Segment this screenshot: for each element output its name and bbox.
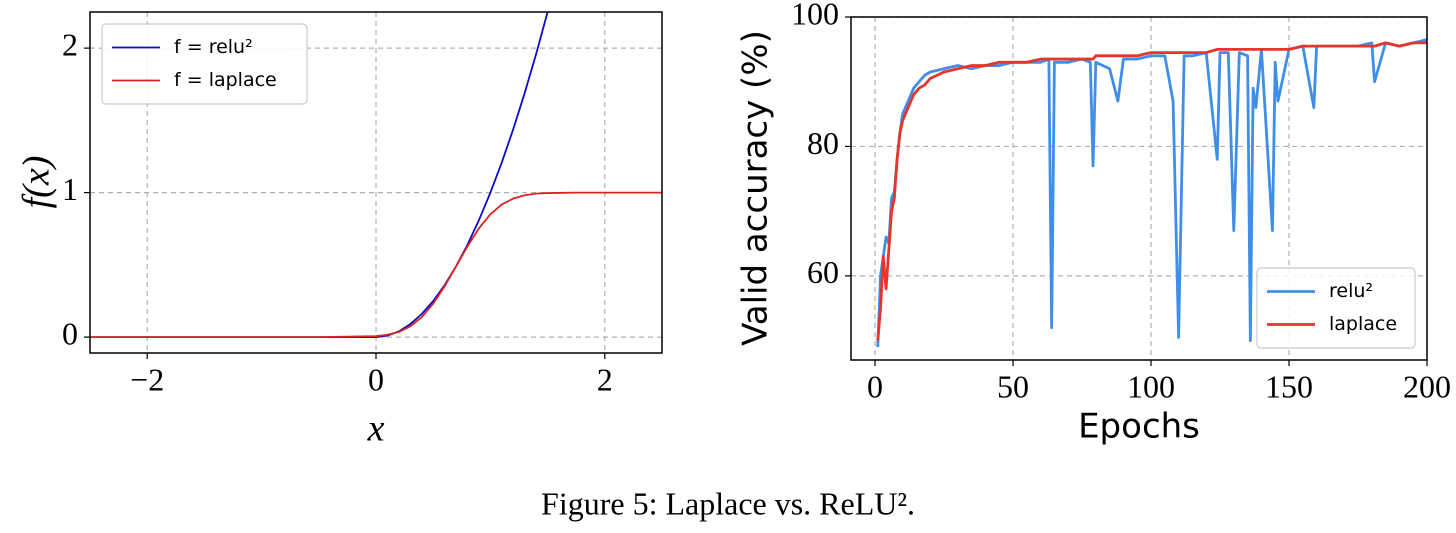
y-tick-label: 1 [62,171,78,207]
y-tick-label: 100 [791,0,839,31]
legend-box [101,23,308,105]
legend-box [1256,267,1416,349]
x-axis-label: x [367,408,385,450]
x-axis-label: Epochs [1078,407,1200,447]
legend-label: relu² [1329,280,1373,302]
x-tick-label: 200 [1403,368,1451,404]
y-axis-label: Valid accuracy (%) [736,30,776,346]
series-line [876,41,1427,341]
y-axis-label: f(x) [16,156,58,209]
legend-label: laplace [1329,313,1397,335]
axes-frame [89,11,663,354]
x-tick-label: 0 [867,368,883,404]
x-tick-label: 50 [997,368,1029,404]
legend-label: f = relu² [174,36,253,58]
y-tick-label: 80 [807,125,839,161]
axes-frame [850,16,1428,361]
x-tick-label: 100 [1127,368,1175,404]
y-tick-label: 60 [807,254,839,290]
x-tick-label: −2 [130,361,164,397]
plot: −2 0 2 0 1 2 x f(x) f = relu² f = laplace [16,11,663,450]
series-line [90,191,662,339]
x-tick-label: 0 [368,361,384,397]
y-tick-label: 0 [62,315,78,351]
x-tick-label: 2 [597,361,613,397]
caption: Figure 5: Laplace vs. ReLU². [541,485,915,521]
y-tick-label: 2 [62,26,78,62]
legend-label: f = laplace [174,69,277,91]
x-tick-label: 150 [1265,368,1313,404]
